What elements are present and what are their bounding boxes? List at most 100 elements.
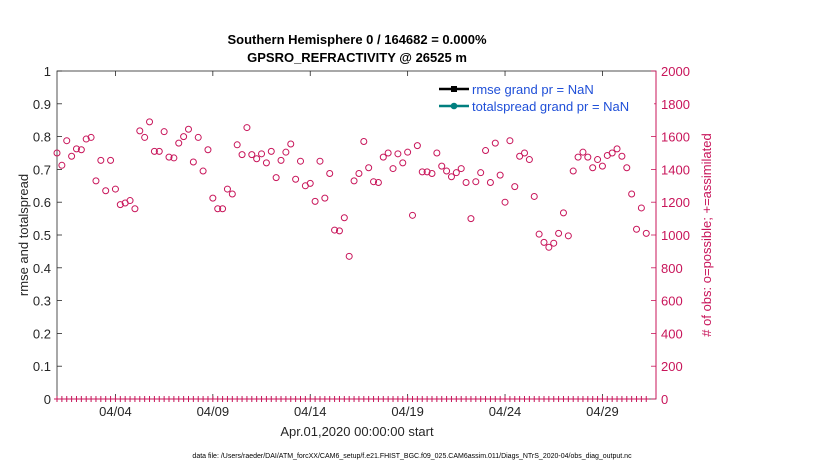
y-tick-label: 0.3 <box>33 294 51 309</box>
legend-rmse-label: rmse grand pr = NaN <box>472 82 594 97</box>
possible-obs-point <box>613 145 621 153</box>
possible-obs-point <box>506 137 514 145</box>
possible-obs-point <box>204 146 212 154</box>
possible-obs-point <box>423 168 431 176</box>
possible-obs-point <box>146 118 154 126</box>
y2-tick-label: 200 <box>661 359 683 374</box>
possible-obs-point <box>82 135 90 143</box>
possible-obs-point <box>194 133 202 141</box>
possible-obs-point <box>355 170 363 177</box>
possible-obs-point <box>345 252 353 260</box>
possible-obs-point <box>501 198 509 206</box>
chart-subtitle: GPSRO_REFRACTIVITY @ 26525 m <box>247 50 467 65</box>
possible-obs-point <box>594 156 602 164</box>
possible-obs-point <box>370 178 378 186</box>
legend-spread-marker <box>450 102 458 110</box>
possible-obs-point <box>623 164 631 172</box>
y-tick-label: 0.2 <box>33 326 51 341</box>
assimilated-series <box>54 396 650 402</box>
x-axis: 04/04 04/09 04/14 04/19 04/24 04/29 <box>99 71 619 419</box>
chart-title: Southern Hemisphere 0 / 164682 = 0.000% <box>227 32 486 47</box>
possible-obs-point <box>389 165 397 173</box>
possible-obs-point <box>516 152 524 160</box>
x-tick-label: 04/19 <box>391 404 424 419</box>
possible-obs-point <box>189 158 197 166</box>
y-tick-label: 0.6 <box>33 195 51 210</box>
possible-obs-point <box>248 151 256 159</box>
possible-obs-point <box>150 147 158 155</box>
possible-obs-point <box>569 167 577 175</box>
possible-obs-point <box>550 239 558 247</box>
possible-obs-point <box>589 164 597 172</box>
y2-tick-label: 1200 <box>661 195 690 210</box>
legend: rmse grand pr = NaN totalspread grand pr… <box>410 77 654 117</box>
legend-spread-label: totalspread grand pr = NaN <box>472 99 629 114</box>
y-tick-label: 0.7 <box>33 162 51 177</box>
possible-obs-point <box>618 152 626 160</box>
y-tick-label: 0.4 <box>33 261 51 276</box>
y2-tick-label: 1800 <box>661 97 690 112</box>
possible-obs-point <box>214 205 222 213</box>
possible-obs-point <box>116 201 124 209</box>
possible-obs-point <box>311 197 319 205</box>
possible-obs-point <box>287 140 295 148</box>
possible-obs-point <box>282 148 290 156</box>
possible-obs-point <box>447 173 455 181</box>
y-tick-label: 0.1 <box>33 359 51 374</box>
possible-obs-point <box>559 209 567 217</box>
possible-obs-point <box>321 194 329 202</box>
possible-obs-point <box>452 169 460 177</box>
possible-obs-point <box>642 229 650 237</box>
possible-obs-point <box>165 153 173 161</box>
possible-obs-point <box>326 170 334 177</box>
left-axis: 0 0.1 0.2 0.3 0.4 0.5 0.6 0.7 0.8 0.9 1 <box>33 64 62 407</box>
y2-tick-label: 0 <box>661 392 668 407</box>
possible-obs-point <box>68 152 76 160</box>
possible-obs-point <box>374 179 382 187</box>
y-tick-label: 0.5 <box>33 228 51 243</box>
possible-obs-point <box>267 147 275 155</box>
possible-obs-point <box>316 157 324 165</box>
possible-obs-point <box>564 232 572 240</box>
data-file-footnote: data file: /Users/raeder/DAI/ATM_forcXX/… <box>192 453 632 460</box>
possible-obs-point <box>598 162 606 170</box>
possible-obs-point <box>184 125 192 133</box>
possible-obs-point <box>296 157 304 165</box>
possible-obs-point <box>457 165 465 173</box>
possible-obs-point <box>384 149 392 157</box>
possible-obs-point <box>141 133 149 141</box>
possible-obs-point <box>530 192 538 200</box>
possible-obs-point <box>535 230 543 238</box>
possible-obs-point <box>335 227 343 235</box>
possible-obs-point <box>413 142 421 150</box>
possible-obs-point <box>199 167 207 175</box>
possible-obs-point <box>243 124 251 132</box>
possible-obs-point <box>394 150 402 158</box>
possible-obs-point <box>340 214 348 222</box>
possible-obs-point <box>111 185 119 193</box>
right-axis: 0 200 400 600 800 1000 1200 1400 1600 1800 2000 <box>651 64 690 407</box>
x-tick-label: 04/04 <box>99 404 132 419</box>
possible-obs-point <box>219 205 227 213</box>
possible-obs-point <box>628 190 636 198</box>
possible-obs-point <box>102 187 110 195</box>
possible-obs-point <box>306 179 314 187</box>
x-tick-label: 04/09 <box>197 404 230 419</box>
possible-obs-point <box>545 243 553 251</box>
y2-tick-label: 1400 <box>661 162 690 177</box>
possible-obs-point <box>574 153 582 161</box>
x-axis-label: Apr.01,2020 00:00:00 start <box>280 424 434 439</box>
x-tick-label: 04/24 <box>489 404 522 419</box>
possible-obs-point <box>72 145 80 153</box>
possible-obs-point <box>399 159 407 167</box>
possible-obs-point <box>438 162 446 170</box>
y2-tick-label: 600 <box>661 294 683 309</box>
possible-obs-point <box>404 148 412 156</box>
x-tick-label: 04/29 <box>586 404 619 419</box>
possible-obs-point <box>131 205 139 213</box>
possible-obs-point <box>365 164 373 172</box>
legend-rmse-marker <box>451 86 457 92</box>
possible-obs-point <box>350 177 358 185</box>
possible-obs-point <box>170 154 178 162</box>
possible-obs-point <box>126 197 134 205</box>
